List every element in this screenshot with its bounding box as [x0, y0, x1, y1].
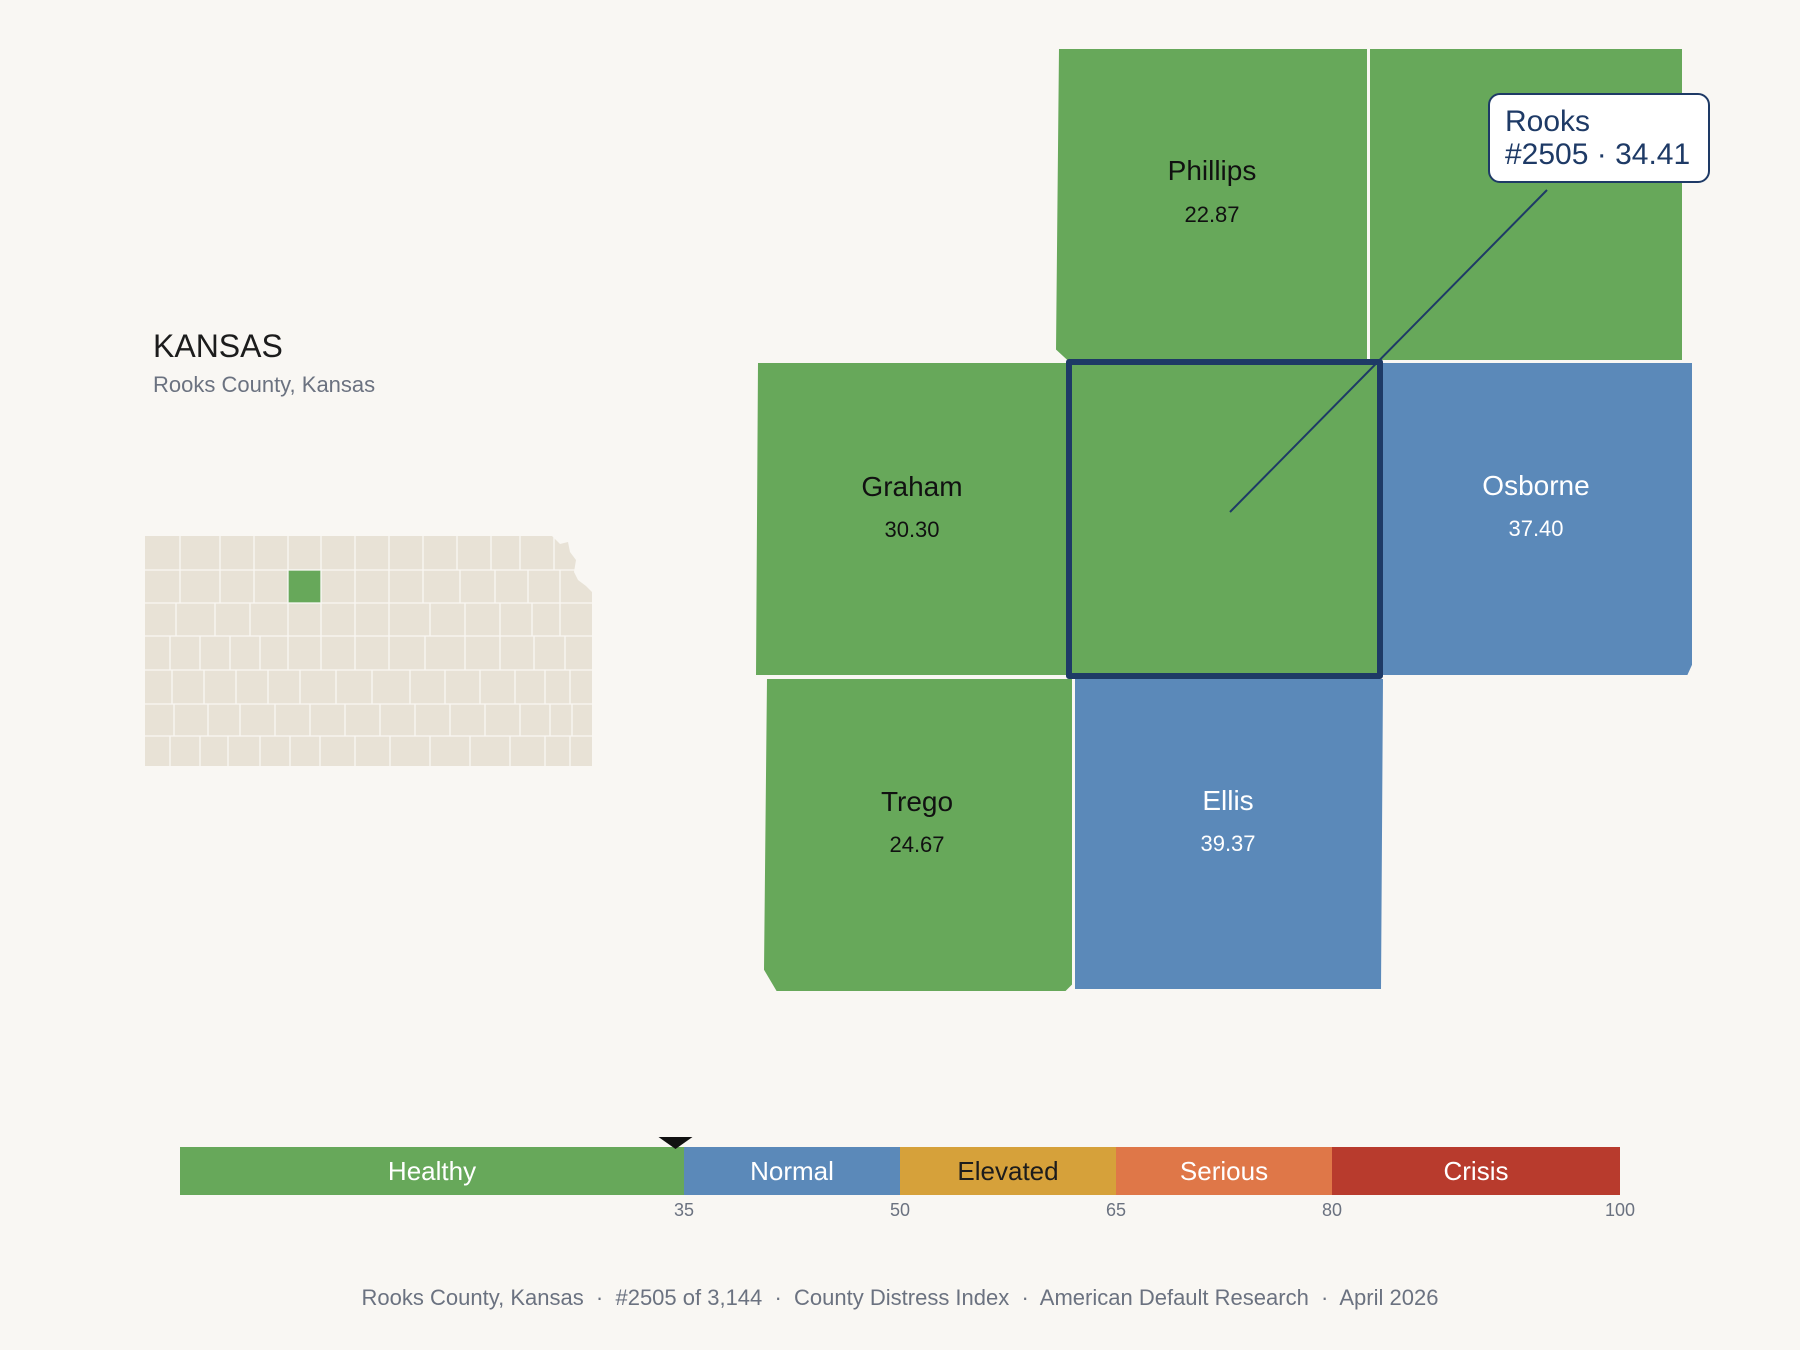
county-name-phillips: Phillips [1168, 155, 1257, 186]
callout-rank-score: #2505 · 34.41 [1505, 138, 1691, 171]
legend-tick-100: 100 [1605, 1200, 1635, 1220]
county-name-ellis: Ellis [1202, 785, 1253, 816]
callout-county-name: Rooks [1505, 105, 1591, 138]
county-value-osborne: 37.40 [1508, 516, 1563, 541]
kansas-locator-map [145, 536, 592, 766]
legend-marker [658, 1137, 693, 1149]
footer-caption: Rooks County, Kansas · #2505 of 3,144 · … [361, 1285, 1439, 1310]
county-cluster-map: Phillips 22.87 Graham 30.30 Osborne 37.40 Treg… [753, 47, 1694, 993]
legend-label-elevated: Elevated [957, 1156, 1058, 1186]
legend-band-elevated [900, 1147, 1116, 1195]
legend-label-normal: Normal [750, 1156, 834, 1186]
kansas-county-grid [145, 536, 592, 766]
callout-leader-line [1229, 189, 1548, 513]
rooks-callout: Rooks #2505 · 34.41 [1488, 93, 1710, 183]
distress-legend: Healthy Normal Elevated Serious Crisis 35 50 65… [180, 1137, 1635, 1220]
county-value-graham: 30.30 [884, 517, 939, 542]
state-subtitle: Rooks County, Kansas [153, 372, 376, 397]
county-value-trego: 24.67 [889, 832, 944, 857]
county-value-ellis: 39.37 [1200, 831, 1255, 856]
legend-label-healthy: Healthy [388, 1156, 476, 1186]
county-name-graham: Graham [861, 471, 962, 502]
legend-tick-50: 50 [890, 1200, 910, 1220]
legend-label-crisis: Crisis [1444, 1156, 1509, 1186]
legend-tick-80: 80 [1322, 1200, 1342, 1220]
legend-band-normal [684, 1147, 900, 1195]
county-rooks[interactable] [1068, 361, 1381, 677]
county-value-phillips: 22.87 [1184, 202, 1239, 227]
state-title: KANSAS [153, 328, 283, 364]
locator-rooks-highlight [287, 569, 322, 604]
county-name-osborne: Osborne [1482, 470, 1589, 501]
legend-tick-65: 65 [1106, 1200, 1126, 1220]
legend-band-healthy [180, 1147, 684, 1195]
legend-label-serious: Serious [1180, 1156, 1268, 1186]
legend-tick-35: 35 [674, 1200, 694, 1220]
county-name-trego: Trego [881, 786, 953, 817]
kansas-outline [145, 536, 592, 766]
legend-band-crisis [1332, 1147, 1620, 1195]
legend-band-serious [1116, 1147, 1332, 1195]
highlighted-county-border [1066, 359, 1383, 679]
